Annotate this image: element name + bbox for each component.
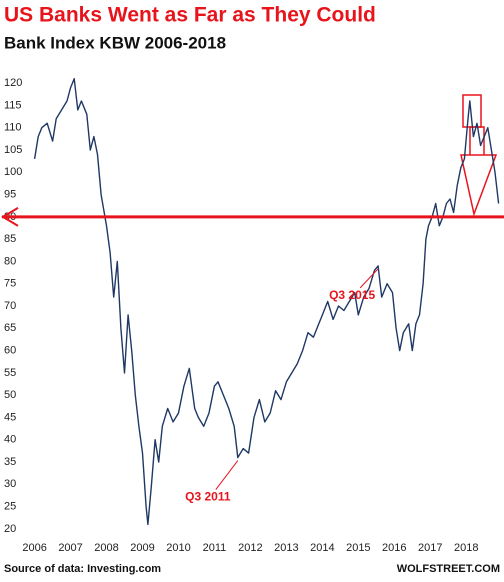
y-tick-label: 20	[4, 523, 16, 535]
data-line	[33, 78, 500, 526]
annotation: Q3 2011	[185, 490, 231, 504]
y-tick-label: 110	[4, 122, 22, 134]
x-tick-label: 2014	[310, 542, 334, 554]
chart-title: US Banks Went as Far as They Could	[4, 4, 376, 27]
x-tick-label: 2016	[382, 542, 406, 554]
y-tick-label: 25	[4, 500, 16, 512]
y-tick-label: 105	[4, 144, 22, 156]
annotation: Q3 2015	[329, 288, 375, 302]
y-tick-label: 55	[4, 367, 16, 379]
x-tick-label: 2006	[22, 542, 46, 554]
reference-arrowhead	[1, 206, 19, 227]
y-tick-label: 85	[4, 233, 16, 245]
y-tick-label: 80	[4, 255, 16, 267]
annotation-leader	[359, 268, 379, 289]
x-tick-label: 2007	[58, 542, 82, 554]
y-tick-label: 40	[4, 434, 16, 446]
annotation-leader	[215, 460, 239, 490]
y-tick-label: 45	[4, 411, 16, 423]
source: Source of data: Investing.com	[4, 563, 161, 575]
y-tick-label: 100	[4, 166, 22, 178]
down-arrow	[460, 126, 498, 217]
y-tick-label: 60	[4, 344, 16, 356]
y-tick-label: 50	[4, 389, 16, 401]
y-tick-label: 75	[4, 278, 16, 290]
x-tick-label: 2008	[94, 542, 118, 554]
y-tick-label: 30	[4, 478, 16, 490]
brand: WOLFSTREET.COM	[397, 563, 500, 575]
y-tick-label: 115	[4, 99, 22, 111]
x-tick-label: 2013	[274, 542, 298, 554]
y-tick-label: 120	[4, 77, 22, 89]
x-tick-label: 2015	[346, 542, 370, 554]
x-tick-label: 2017	[418, 542, 442, 554]
x-tick-label: 2012	[238, 542, 262, 554]
y-tick-label: 35	[4, 456, 16, 468]
chart-subtitle: Bank Index KBW 2006-2018	[4, 33, 226, 52]
x-tick-label: 2009	[130, 542, 154, 554]
x-tick-label: 2011	[203, 542, 227, 554]
y-tick-label: 95	[4, 188, 16, 200]
y-tick-label: 65	[4, 322, 16, 334]
y-tick-label: 70	[4, 300, 16, 312]
x-tick-label: 2018	[454, 542, 478, 554]
x-tick-label: 2010	[166, 542, 190, 554]
